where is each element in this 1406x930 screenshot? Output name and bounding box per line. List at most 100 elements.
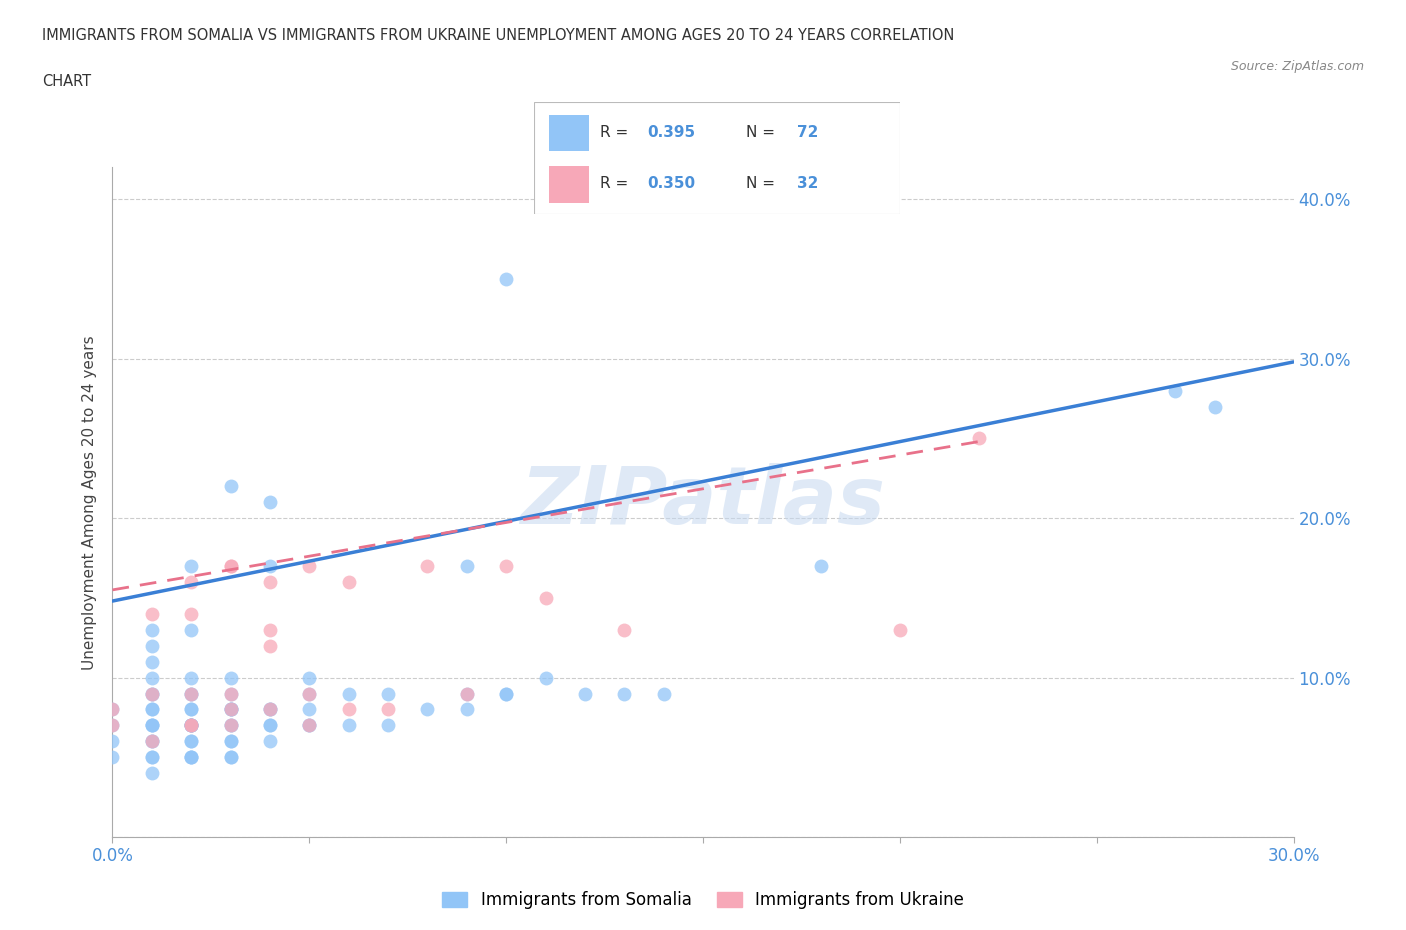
Point (180, 718, 202, 733)
Text: 0.350: 0.350 (648, 177, 696, 192)
Point (219, 702, 242, 717)
Point (180, 686, 202, 701)
Point (180, 702, 202, 717)
Point (180, 718, 202, 733)
Point (141, 638, 163, 653)
Text: 32: 32 (797, 177, 818, 192)
Point (141, 671, 163, 685)
Point (219, 686, 242, 701)
FancyBboxPatch shape (534, 102, 900, 214)
Point (1204, 399, 1226, 414)
Point (298, 702, 321, 717)
Point (534, 591, 557, 605)
Point (259, 702, 281, 717)
Point (219, 718, 242, 733)
Text: R =: R = (600, 177, 633, 192)
Point (298, 718, 321, 733)
Point (298, 559, 321, 574)
Point (101, 734, 124, 749)
Point (259, 495, 281, 510)
Point (180, 575, 202, 590)
Point (613, 622, 636, 637)
Point (574, 686, 596, 701)
Text: Source: ZipAtlas.com: Source: ZipAtlas.com (1230, 60, 1364, 73)
Point (613, 686, 636, 701)
Point (456, 686, 478, 701)
Point (141, 718, 163, 733)
Point (219, 750, 242, 764)
Point (141, 718, 163, 733)
Point (259, 718, 281, 733)
Point (259, 718, 281, 733)
Point (298, 671, 321, 685)
Point (259, 702, 281, 717)
Text: IMMIGRANTS FROM SOMALIA VS IMMIGRANTS FROM UKRAINE UNEMPLOYMENT AMONG AGES 20 TO: IMMIGRANTS FROM SOMALIA VS IMMIGRANTS FR… (42, 28, 955, 43)
Point (141, 750, 163, 764)
Point (141, 686, 163, 701)
Point (219, 718, 242, 733)
Point (180, 718, 202, 733)
Point (534, 671, 557, 685)
Point (810, 559, 832, 574)
Point (495, 686, 517, 701)
Point (219, 479, 242, 494)
Point (141, 750, 163, 764)
Point (101, 702, 124, 717)
Point (101, 702, 124, 717)
Point (219, 559, 242, 574)
Point (180, 559, 202, 574)
Point (180, 718, 202, 733)
Point (219, 702, 242, 717)
Point (219, 559, 242, 574)
Point (298, 718, 321, 733)
Point (141, 686, 163, 701)
Point (967, 431, 990, 445)
Point (219, 734, 242, 749)
Point (456, 686, 478, 701)
Point (889, 622, 911, 637)
Point (141, 622, 163, 637)
Point (101, 750, 124, 764)
Text: 0.395: 0.395 (648, 125, 696, 140)
Point (141, 734, 163, 749)
Point (259, 638, 281, 653)
Point (219, 702, 242, 717)
Point (180, 734, 202, 749)
Point (141, 734, 163, 749)
Point (180, 718, 202, 733)
Point (180, 702, 202, 717)
Point (141, 702, 163, 717)
Text: CHART: CHART (42, 74, 91, 89)
Legend: Immigrants from Somalia, Immigrants from Ukraine: Immigrants from Somalia, Immigrants from… (436, 884, 970, 916)
Point (298, 686, 321, 701)
Point (337, 702, 360, 717)
FancyBboxPatch shape (548, 166, 589, 203)
Point (141, 686, 163, 701)
Point (259, 702, 281, 717)
Point (180, 622, 202, 637)
Text: N =: N = (747, 125, 780, 140)
Point (259, 734, 281, 749)
Point (337, 718, 360, 733)
Point (219, 750, 242, 764)
Text: ZIPatlas: ZIPatlas (520, 463, 886, 541)
Point (377, 702, 399, 717)
Point (219, 671, 242, 685)
Point (1164, 383, 1187, 398)
Point (495, 686, 517, 701)
Point (141, 606, 163, 621)
Point (259, 622, 281, 637)
Point (141, 718, 163, 733)
Point (416, 559, 439, 574)
Point (180, 686, 202, 701)
Point (377, 718, 399, 733)
Point (219, 718, 242, 733)
Point (259, 559, 281, 574)
Point (180, 750, 202, 764)
Point (298, 686, 321, 701)
Point (495, 272, 517, 286)
Text: N =: N = (747, 177, 780, 192)
Point (495, 559, 517, 574)
Point (180, 606, 202, 621)
Point (180, 686, 202, 701)
